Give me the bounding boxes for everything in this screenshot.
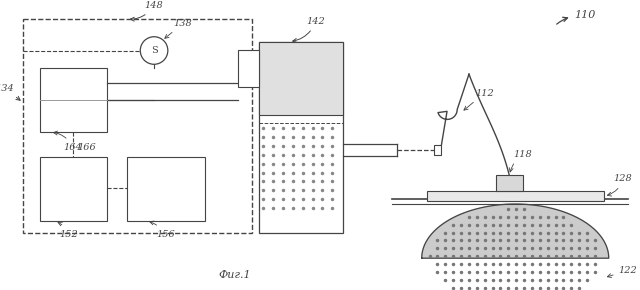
Text: 144: 144 bbox=[269, 63, 288, 72]
Text: Фиг.1: Фиг.1 bbox=[218, 270, 251, 280]
Bar bbox=[127, 157, 205, 221]
Bar bbox=[23, 19, 252, 233]
Bar bbox=[237, 50, 259, 87]
Text: 114: 114 bbox=[0, 289, 1, 290]
Bar bbox=[433, 145, 442, 155]
Bar bbox=[495, 175, 523, 191]
Bar bbox=[259, 42, 343, 115]
Text: 142: 142 bbox=[292, 17, 325, 42]
Text: 138: 138 bbox=[165, 19, 193, 38]
Text: 118: 118 bbox=[509, 150, 532, 172]
Text: 112: 112 bbox=[464, 89, 493, 110]
Text: 166: 166 bbox=[77, 143, 96, 152]
Polygon shape bbox=[422, 204, 609, 258]
Text: 128: 128 bbox=[607, 174, 632, 196]
Text: 122: 122 bbox=[607, 266, 637, 278]
Text: 152: 152 bbox=[58, 222, 78, 238]
Bar bbox=[40, 157, 107, 221]
Bar bbox=[259, 42, 343, 233]
Text: 134: 134 bbox=[0, 84, 20, 100]
Circle shape bbox=[140, 37, 168, 64]
Text: 110: 110 bbox=[557, 10, 596, 24]
Bar bbox=[427, 191, 604, 201]
Text: 156: 156 bbox=[150, 221, 175, 238]
Text: S: S bbox=[150, 46, 157, 55]
Text: 148: 148 bbox=[131, 1, 163, 21]
Text: 164: 164 bbox=[53, 131, 83, 152]
Bar bbox=[40, 68, 107, 132]
